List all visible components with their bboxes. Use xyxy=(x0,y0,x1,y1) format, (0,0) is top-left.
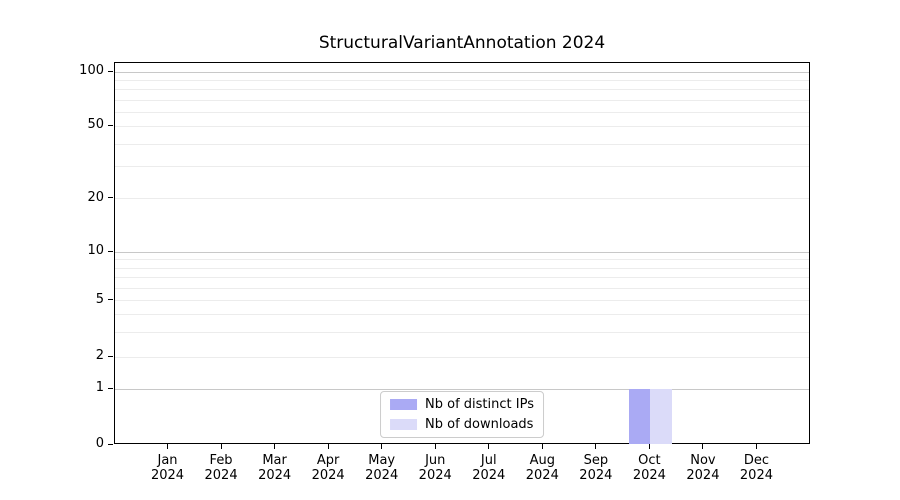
x-tick-mark xyxy=(648,444,650,449)
x-tick-year: 2024 xyxy=(150,468,185,483)
y-tick-label: 2 xyxy=(95,348,104,364)
x-tick-label: Feb 2024 xyxy=(191,453,251,483)
x-tick-year: 2024 xyxy=(686,468,720,483)
x-tick-year: 2024 xyxy=(472,468,506,483)
gridline-minor xyxy=(115,267,809,269)
x-tick-label: Jan 2024 xyxy=(138,453,198,483)
legend-label: Nb of downloads xyxy=(425,417,534,432)
gridline-major xyxy=(115,71,809,73)
x-tick-month: Jun xyxy=(425,453,446,468)
x-tick-month: Nov xyxy=(690,453,716,468)
x-tick-label: Mar 2024 xyxy=(245,453,305,483)
y-tick-label: 5 xyxy=(95,291,104,307)
legend-swatch-distinct-ips xyxy=(390,399,418,410)
chart-title: StructuralVariantAnnotation 2024 xyxy=(318,33,606,53)
x-tick-label: Jun 2024 xyxy=(405,453,465,483)
y-tick-label: 1 xyxy=(95,380,104,396)
y-tick-label: 0 xyxy=(95,436,104,451)
x-tick-mark xyxy=(220,444,222,449)
x-tick-month: Jul xyxy=(480,453,497,468)
x-tick-month: Oct xyxy=(638,453,661,468)
y-tick-mark xyxy=(108,250,113,252)
x-tick-mark xyxy=(755,444,757,449)
gridline-major xyxy=(115,388,809,390)
gridline-minor xyxy=(115,125,809,127)
x-tick-label: Nov 2024 xyxy=(673,453,733,483)
x-tick-month: Mar xyxy=(262,453,287,468)
x-tick-month: Feb xyxy=(209,453,233,468)
x-tick-month: Dec xyxy=(743,453,770,468)
x-tick-label: Jul 2024 xyxy=(459,453,519,483)
x-tick-year: 2024 xyxy=(204,468,238,483)
x-tick-label: Oct 2024 xyxy=(619,453,679,483)
y-tick-mark xyxy=(108,355,113,357)
bar-downloads xyxy=(650,389,672,444)
y-tick-label: 100 xyxy=(79,63,104,78)
legend-label: Nb of distinct IPs xyxy=(425,397,534,412)
x-tick-month: Sep xyxy=(583,453,609,468)
y-tick-mark xyxy=(108,299,113,301)
x-tick-mark xyxy=(488,444,490,449)
y-tick-mark xyxy=(108,70,113,72)
gridline-minor xyxy=(115,143,809,145)
x-tick-month: Jan xyxy=(157,453,178,468)
gridline-minor xyxy=(115,300,809,302)
gridline-minor xyxy=(115,276,809,278)
x-tick-mark xyxy=(702,444,704,449)
x-tick-year: 2024 xyxy=(632,468,666,483)
x-tick-label: May 2024 xyxy=(352,453,412,483)
x-tick-mark xyxy=(167,444,169,449)
x-tick-year: 2024 xyxy=(525,468,559,483)
x-tick-label: Apr 2024 xyxy=(298,453,358,483)
gridline-minor xyxy=(115,111,809,113)
gridline-minor xyxy=(115,99,809,101)
gridline-minor xyxy=(115,198,809,200)
x-tick-year: 2024 xyxy=(365,468,399,483)
y-tick-label: 10 xyxy=(87,243,104,259)
legend: Nb of distinct IPs Nb of downloads xyxy=(380,391,544,438)
y-tick-label: 50 xyxy=(87,117,104,133)
gridline-minor xyxy=(115,356,809,358)
x-tick-label: Dec 2024 xyxy=(726,453,786,483)
x-tick-mark xyxy=(327,444,329,449)
x-tick-mark xyxy=(541,444,543,449)
x-tick-month: May xyxy=(368,453,396,468)
y-tick-mark xyxy=(108,197,113,199)
bar-distinct-ips xyxy=(628,389,651,444)
y-tick-label: 20 xyxy=(87,189,104,205)
x-tick-year: 2024 xyxy=(579,468,613,483)
y-tick-mark xyxy=(108,387,113,389)
legend-item-distinct-ips: Nb of distinct IPs xyxy=(390,397,534,412)
x-tick-year: 2024 xyxy=(739,468,773,483)
y-tick-mark xyxy=(108,443,113,445)
gridline-minor xyxy=(115,79,809,81)
x-tick-label: Sep 2024 xyxy=(566,453,626,483)
gridline-minor xyxy=(115,331,809,333)
gridline-minor xyxy=(115,314,809,316)
legend-swatch-downloads xyxy=(390,419,418,430)
x-tick-month: Aug xyxy=(529,453,555,468)
y-tick-mark xyxy=(108,124,113,126)
x-tick-mark xyxy=(595,444,597,449)
x-tick-year: 2024 xyxy=(258,468,292,483)
x-tick-mark xyxy=(381,444,383,449)
x-tick-mark xyxy=(434,444,436,449)
gridline-minor xyxy=(115,287,809,289)
x-tick-label: Aug 2024 xyxy=(512,453,572,483)
gridline-major xyxy=(115,251,809,253)
x-tick-mark xyxy=(274,444,276,449)
legend-item-downloads: Nb of downloads xyxy=(390,417,534,432)
gridline-minor xyxy=(115,259,809,261)
gridline-minor xyxy=(115,166,809,168)
x-tick-month: Apr xyxy=(316,453,340,468)
plot-area: Nb of distinct IPs Nb of downloads xyxy=(114,62,810,444)
x-tick-year: 2024 xyxy=(418,468,452,483)
gridline-minor xyxy=(115,89,809,91)
x-tick-year: 2024 xyxy=(311,468,345,483)
